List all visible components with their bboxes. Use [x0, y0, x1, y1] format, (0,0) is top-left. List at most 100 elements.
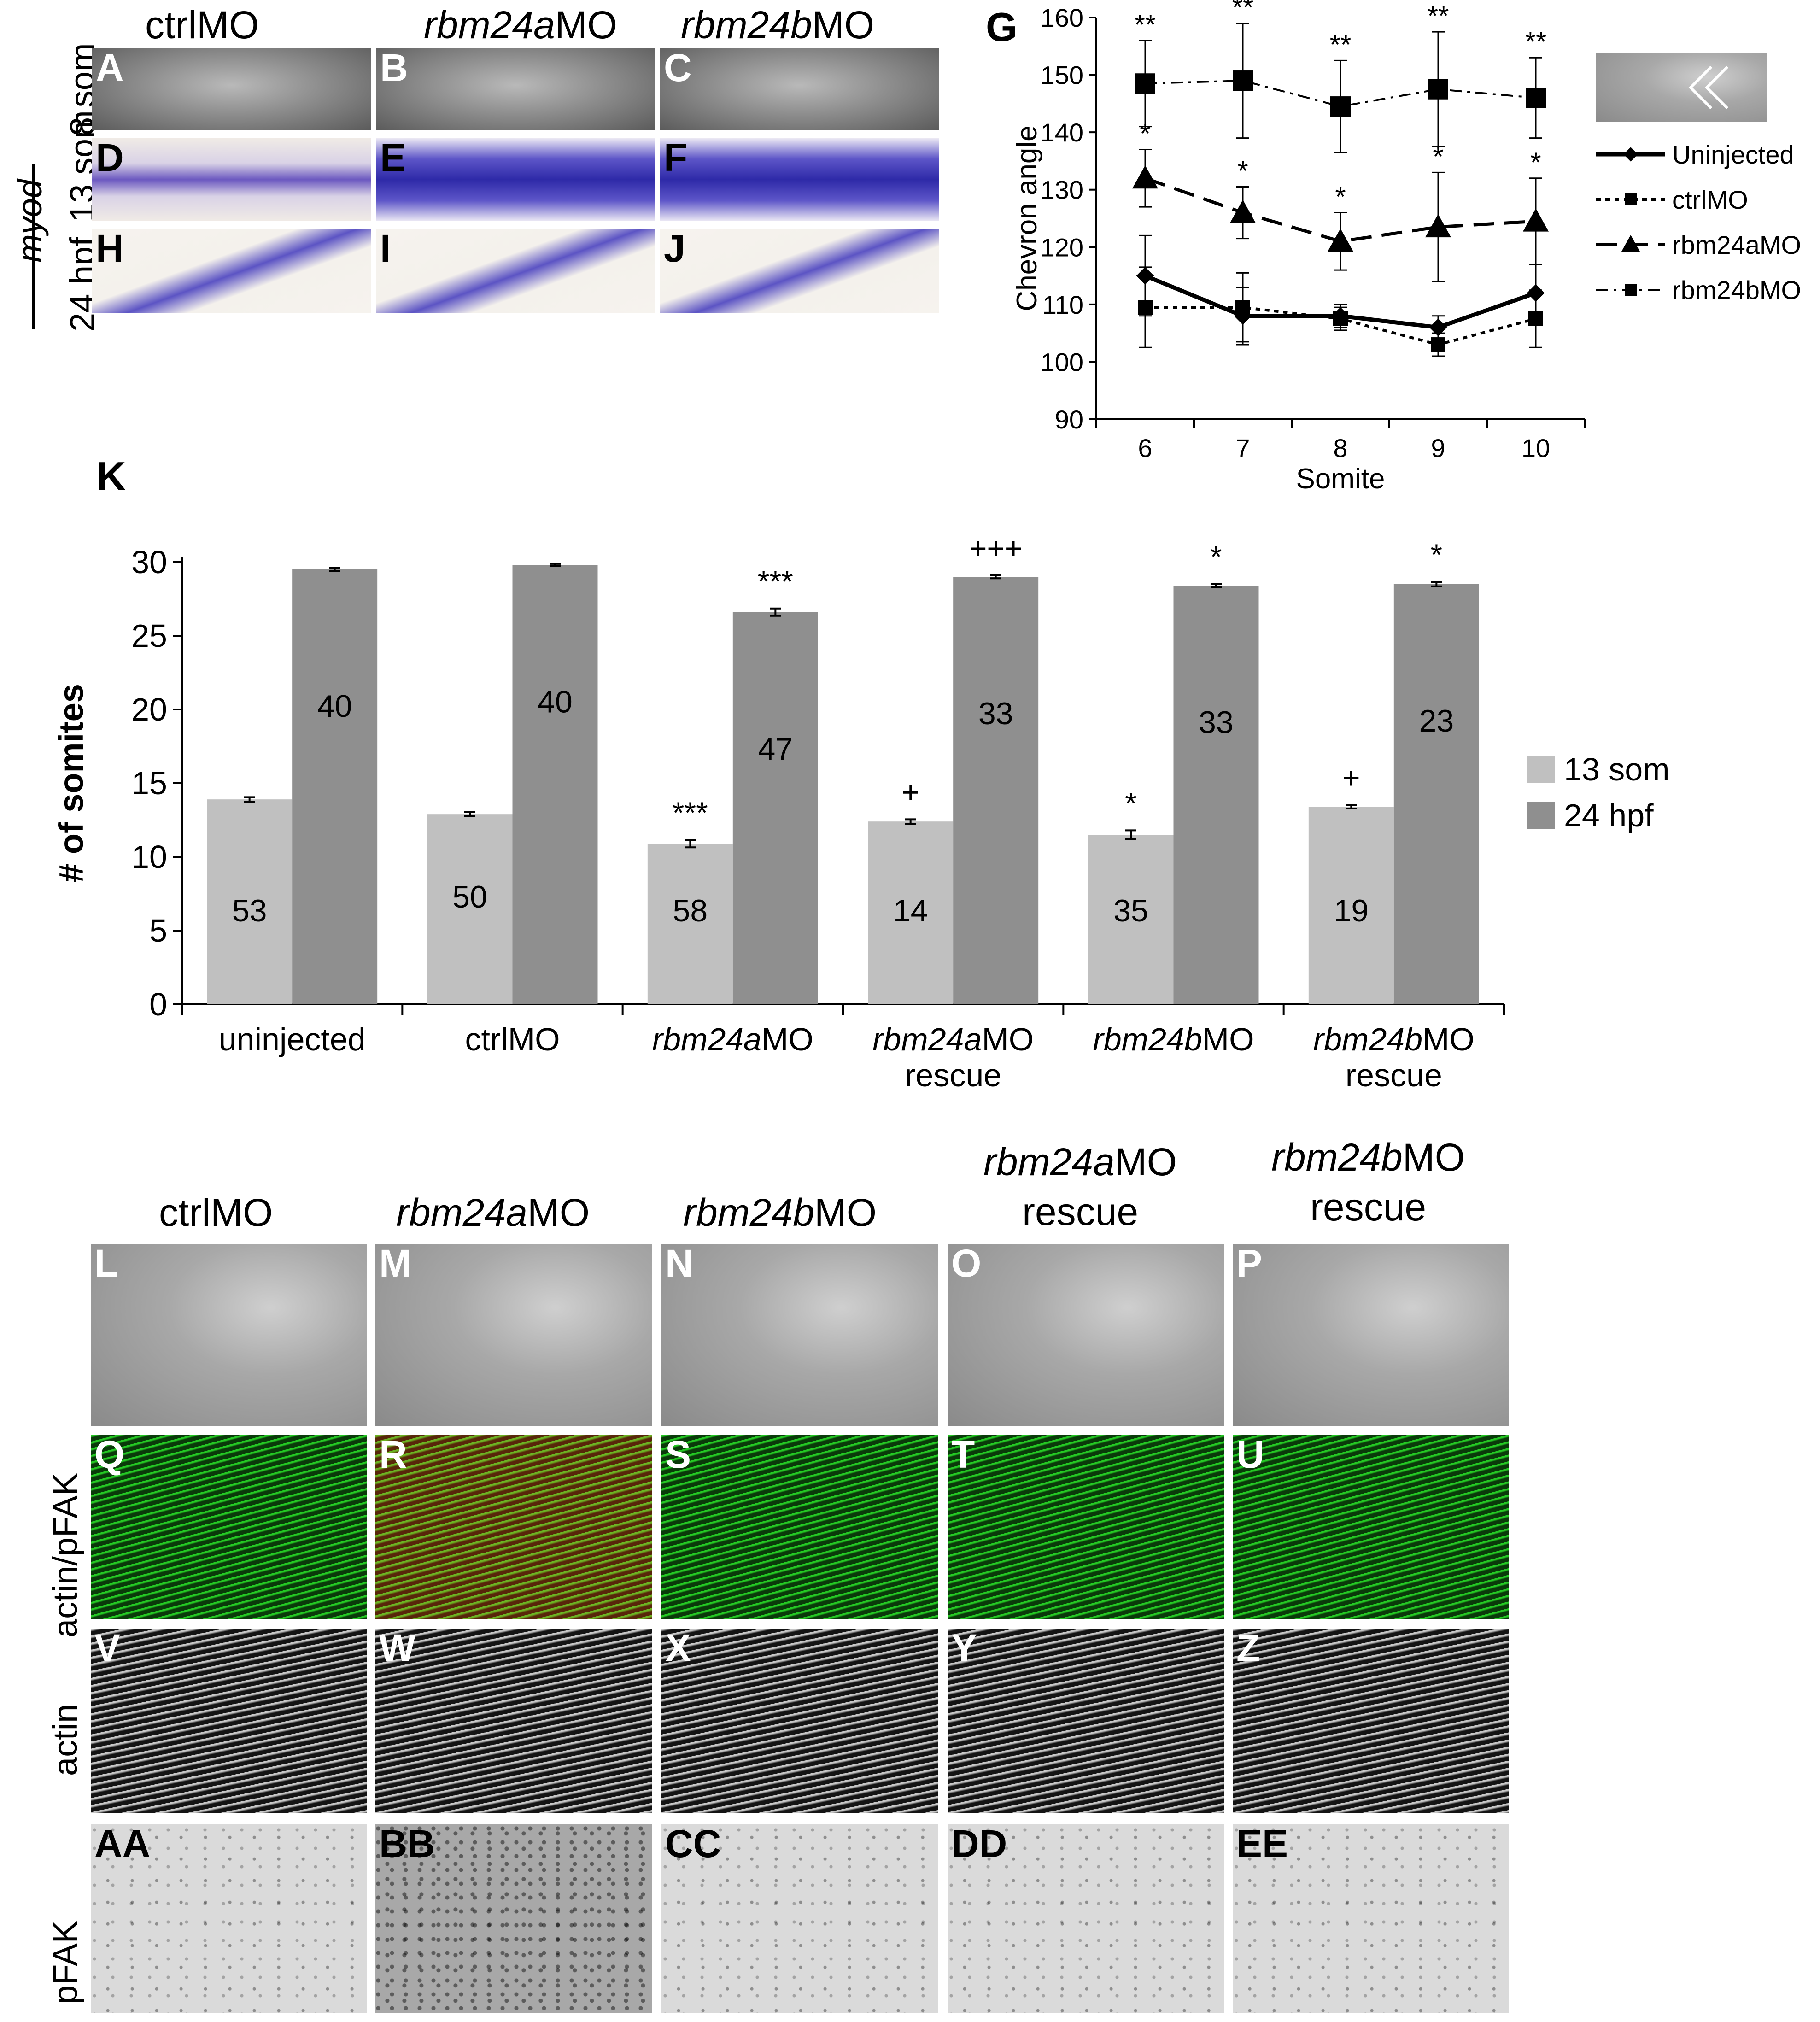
- sample-size-label: 33: [1199, 705, 1234, 740]
- significance-mark: *: [1125, 786, 1137, 820]
- panel-u-actin-pfak-image: U: [1233, 1435, 1509, 1619]
- panel-label: R: [379, 1435, 407, 1476]
- panel-n-brightfield-image: N: [661, 1244, 938, 1426]
- bar-13 som: [868, 821, 954, 1004]
- data-point-square: [1233, 70, 1253, 91]
- y-tick-label: 10: [131, 839, 167, 875]
- data-point-square: [1428, 79, 1448, 100]
- panel-f-image: F: [660, 138, 939, 221]
- bar-13 som: [647, 844, 733, 1004]
- data-point-triangle: [1132, 165, 1158, 189]
- panel-m-brightfield-image: M: [375, 1244, 652, 1426]
- y-tick-label: 120: [1041, 233, 1083, 262]
- bar-13 som: [427, 814, 513, 1004]
- significance-mark: *: [1530, 147, 1541, 178]
- y-tick-label: 100: [1041, 347, 1083, 376]
- panel-label: DD: [951, 1824, 1007, 1865]
- panel-label: AA: [94, 1824, 151, 1865]
- data-point-square: [1528, 311, 1543, 326]
- x-tick-label: 6: [1138, 434, 1152, 463]
- chevron-inset-image: [1596, 53, 1767, 122]
- legend-label: ctrlMO: [1672, 185, 1748, 214]
- panel-j-image: J: [660, 229, 939, 313]
- panel-a-image: A: [92, 48, 371, 130]
- legend-label: Uninjected: [1672, 140, 1794, 169]
- col-header-rbm24bmo: rbm24bMO: [681, 3, 875, 47]
- panel-label: V: [94, 1629, 121, 1670]
- panel-w-actin-image: W: [375, 1629, 652, 1813]
- panel-l-brightfield-image: L: [91, 1244, 367, 1426]
- bar-13 som: [207, 799, 293, 1004]
- panel-p-brightfield-image: P: [1233, 1244, 1509, 1426]
- panel-b-image: B: [376, 48, 655, 130]
- bar-13 som: [1308, 807, 1394, 1004]
- y-tick-label: 130: [1041, 176, 1083, 205]
- y-tick-label: 15: [131, 765, 167, 801]
- panel-cc-pfak-image: CC: [661, 1824, 938, 2013]
- panel-aa-pfak-image: AA: [91, 1824, 367, 2013]
- panel-label: N: [665, 1244, 693, 1285]
- x-tick-label: 8: [1333, 434, 1347, 463]
- panel-dd-pfak-image: DD: [948, 1824, 1224, 2013]
- y-tick-label: 160: [1041, 3, 1083, 32]
- significance-mark: **: [1232, 0, 1254, 23]
- data-point-square: [1235, 300, 1250, 315]
- bar-24 hpf: [512, 565, 598, 1004]
- panel-r-actin-pfak-image: R: [375, 1435, 652, 1619]
- sample-size-label: 19: [1334, 893, 1369, 928]
- bottom-col-header-ctrlmo: ctrlMO: [159, 1191, 273, 1234]
- panel-label: U: [1236, 1435, 1264, 1476]
- panel-s-actin-pfak-image: S: [661, 1435, 938, 1619]
- significance-mark: *: [1433, 141, 1443, 172]
- data-point-square: [1333, 311, 1348, 326]
- data-point-triangle: [1523, 208, 1549, 232]
- panel-v-actin-image: V: [91, 1629, 367, 1813]
- category-label: rbm24aMO: [652, 1021, 813, 1057]
- bar-24 hpf: [953, 577, 1039, 1004]
- significance-mark: *: [1210, 539, 1222, 574]
- panel-c-image: C: [660, 48, 939, 130]
- significance-mark: +++: [969, 531, 1023, 565]
- sample-size-label: 33: [978, 696, 1013, 731]
- y-axis-label: # of somites: [52, 684, 90, 883]
- y-tick-label: 30: [131, 544, 167, 580]
- x-tick-label: 9: [1431, 434, 1445, 463]
- panel-label: P: [1236, 1244, 1263, 1285]
- y-tick-label: 0: [149, 986, 167, 1022]
- sample-size-label: 40: [317, 689, 352, 724]
- data-point-square: [1431, 337, 1445, 352]
- panel-label: O: [951, 1244, 982, 1285]
- bottom-col-header-rbm24amo: rbm24aMO: [396, 1191, 590, 1234]
- bar-13 som: [1088, 835, 1174, 1004]
- data-point-square: [1625, 193, 1637, 205]
- category-label: rbm24bMO: [1093, 1021, 1254, 1057]
- y-tick-label: 110: [1042, 290, 1083, 319]
- panel-g-letter: G: [986, 4, 1018, 50]
- row-header-actin: actin: [46, 1704, 84, 1776]
- panel-bb-pfak-image: BB: [375, 1824, 652, 2013]
- data-point-triangle: [1621, 235, 1640, 252]
- significance-mark: *: [1430, 538, 1442, 572]
- bar-24 hpf: [292, 569, 378, 1004]
- panel-label: Q: [94, 1435, 125, 1476]
- sample-size-label: 40: [538, 684, 573, 719]
- sample-size-label: 35: [1113, 893, 1148, 928]
- panel-label: L: [94, 1244, 118, 1285]
- bottom-col-header-rbm24amo-rescue: rbm24aMO rescue: [983, 1140, 1177, 1233]
- sample-size-label: 14: [893, 893, 928, 928]
- category-label: uninjected: [219, 1021, 366, 1057]
- category-label: rescue: [905, 1057, 1001, 1093]
- panel-h-image: H: [92, 229, 371, 313]
- panel-o-brightfield-image: O: [948, 1244, 1224, 1426]
- data-point-square: [1526, 88, 1546, 108]
- data-point-diamond: [1623, 147, 1638, 162]
- significance-mark: **: [1428, 0, 1449, 31]
- legend-swatch: [1527, 756, 1555, 783]
- data-point-square: [1625, 284, 1637, 296]
- panel-label: M: [379, 1244, 411, 1285]
- gene-label-myod: myod: [11, 179, 49, 263]
- bar-24 hpf: [1393, 584, 1479, 1004]
- panel-label: Y: [951, 1629, 977, 1670]
- significance-mark: ***: [673, 796, 708, 830]
- panel-q-actin-pfak-image: Q: [91, 1435, 367, 1619]
